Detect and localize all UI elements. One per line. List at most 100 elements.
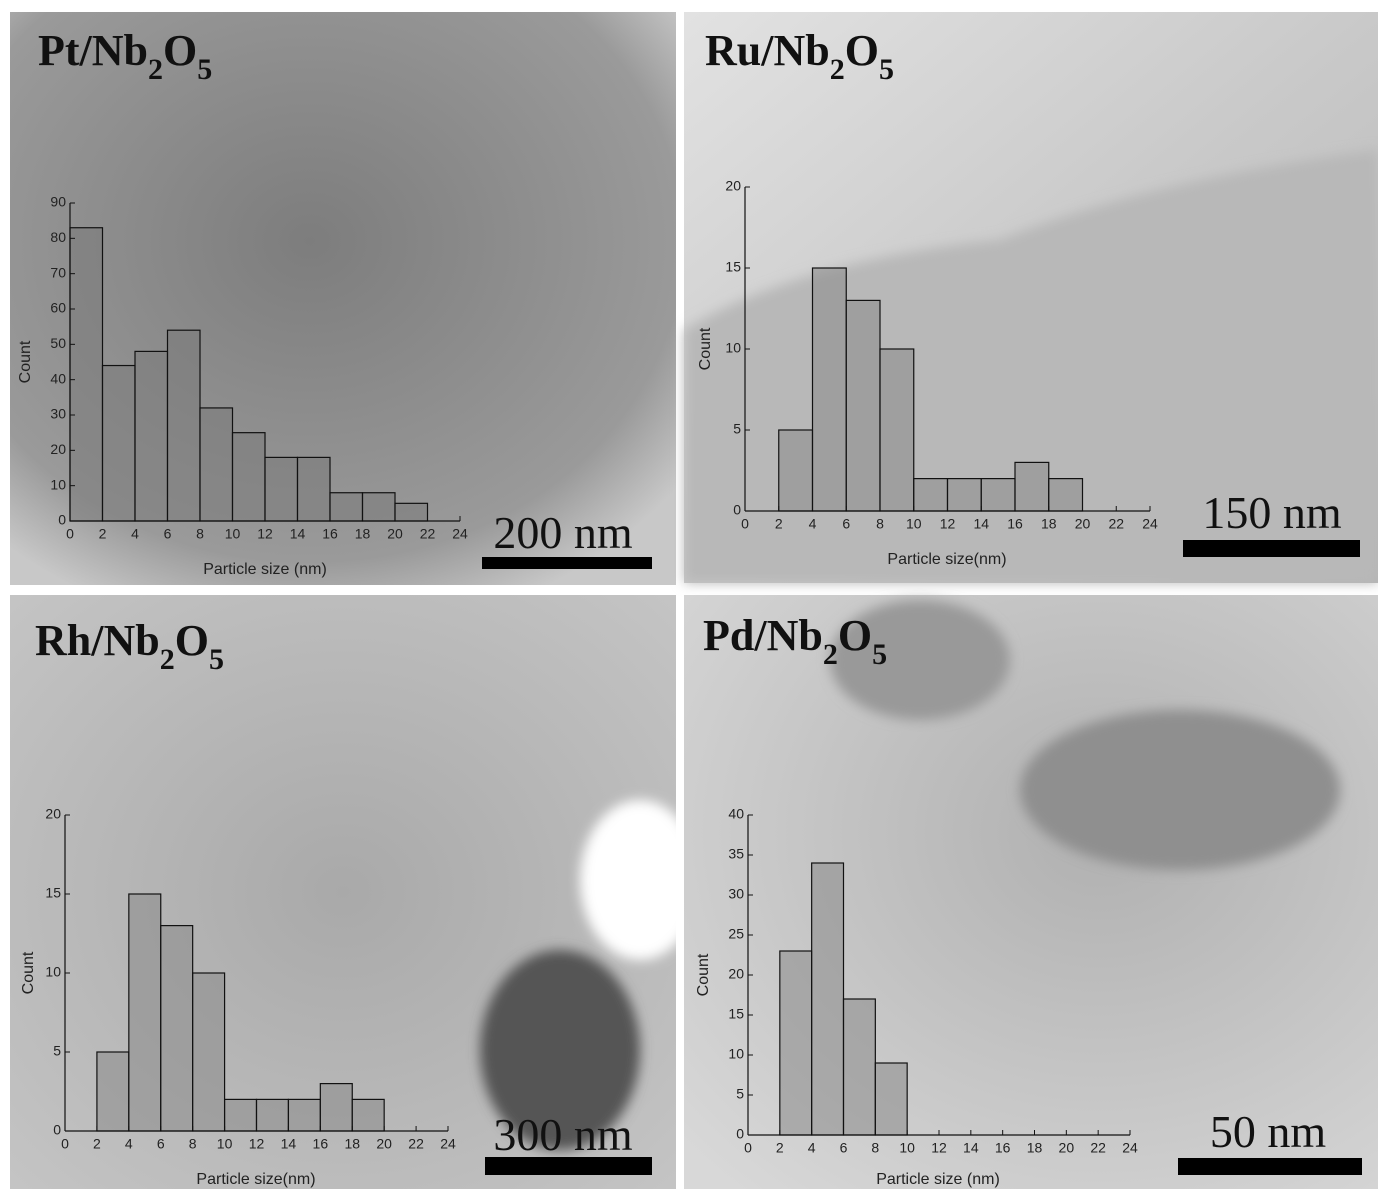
y-tick-label: 0 xyxy=(736,1126,744,1142)
y-tick-label: 10 xyxy=(45,964,61,980)
x-tick-label: 22 xyxy=(408,1136,424,1152)
y-tick-label: 5 xyxy=(736,1086,744,1102)
y-tick-label: 5 xyxy=(53,1043,61,1059)
scale-bar xyxy=(1183,540,1360,557)
y-axis-label: Count xyxy=(20,951,37,994)
x-tick-label: 2 xyxy=(775,516,783,532)
bar xyxy=(199,407,234,522)
bar xyxy=(778,429,814,512)
tem-backgrounds xyxy=(10,12,1378,1189)
y-tick-label: 80 xyxy=(50,229,66,245)
x-tick-label: 4 xyxy=(125,1136,133,1152)
bar xyxy=(101,364,136,522)
x-tick-label: 22 xyxy=(1090,1140,1106,1156)
scale-bar xyxy=(482,557,652,569)
x-tick-label: 14 xyxy=(290,526,306,542)
bar xyxy=(811,862,845,1136)
x-tick-label: 8 xyxy=(196,526,204,542)
x-tick-label: 22 xyxy=(420,526,436,542)
y-tick-label: 30 xyxy=(50,406,66,422)
bar xyxy=(845,299,881,512)
bar xyxy=(394,502,429,522)
x-tick-label: 16 xyxy=(322,526,338,542)
x-tick-label: 14 xyxy=(963,1140,979,1156)
y-axis-label: Count xyxy=(697,327,714,370)
bar xyxy=(231,432,266,522)
x-tick-label: 2 xyxy=(99,526,107,542)
y-tick-label: 60 xyxy=(50,300,66,316)
x-tick-label: 24 xyxy=(440,1136,456,1152)
x-tick-label: 6 xyxy=(842,516,850,532)
y-tick-label: 10 xyxy=(50,476,66,492)
x-tick-label: 20 xyxy=(1059,1140,1075,1156)
scale-bar-label: 50 nm xyxy=(1210,1106,1327,1157)
y-axis-label: Count xyxy=(695,953,712,996)
x-axis-label: Particle size (nm) xyxy=(203,561,327,578)
x-tick-label: 24 xyxy=(452,526,468,542)
bar xyxy=(223,1098,258,1132)
bar xyxy=(1048,478,1084,512)
scale-bar-label: 150 nm xyxy=(1202,487,1342,538)
bar xyxy=(874,1062,908,1136)
bar xyxy=(913,478,949,512)
x-tick-label: 12 xyxy=(931,1140,947,1156)
y-tick-label: 15 xyxy=(728,1006,744,1022)
chart-title: Pd/Nb2O5 xyxy=(703,611,887,671)
chart-title: Pt/Nb2O5 xyxy=(38,26,212,86)
x-tick-label: 0 xyxy=(741,516,749,532)
x-tick-label: 16 xyxy=(995,1140,1011,1156)
bar xyxy=(879,348,915,512)
x-tick-label: 6 xyxy=(840,1140,848,1156)
scale-bar xyxy=(1178,1158,1362,1175)
bar xyxy=(980,478,1016,512)
scale-bar xyxy=(485,1157,652,1175)
x-tick-label: 12 xyxy=(940,516,956,532)
x-axis-label: Particle size(nm) xyxy=(887,551,1006,568)
bar xyxy=(329,492,364,522)
bar xyxy=(287,1098,321,1132)
x-tick-label: 12 xyxy=(249,1136,265,1152)
x-tick-label: 24 xyxy=(1142,516,1158,532)
x-tick-label: 4 xyxy=(131,526,139,542)
bar xyxy=(128,893,162,1132)
x-tick-label: 20 xyxy=(1075,516,1091,532)
x-tick-label: 6 xyxy=(164,526,172,542)
x-tick-label: 8 xyxy=(189,1136,197,1152)
chart-title: Ru/Nb2O5 xyxy=(705,26,894,86)
bar xyxy=(96,1051,130,1132)
y-tick-label: 10 xyxy=(725,340,741,356)
x-tick-label: 10 xyxy=(225,526,241,542)
y-tick-label: 30 xyxy=(728,886,744,902)
bar xyxy=(351,1098,385,1132)
y-tick-label: 0 xyxy=(53,1122,61,1138)
bar xyxy=(779,950,813,1136)
chart-title: Rh/Nb2O5 xyxy=(35,616,224,676)
x-tick-label: 14 xyxy=(973,516,989,532)
bar xyxy=(946,478,982,512)
x-tick-label: 18 xyxy=(344,1136,360,1152)
x-tick-label: 24 xyxy=(1122,1140,1138,1156)
x-tick-label: 18 xyxy=(1041,516,1057,532)
x-tick-label: 22 xyxy=(1108,516,1124,532)
y-tick-label: 70 xyxy=(50,264,66,280)
scale-bar-label: 300 nm xyxy=(493,1109,633,1160)
x-tick-label: 10 xyxy=(217,1136,233,1152)
y-tick-label: 15 xyxy=(725,259,741,275)
bar xyxy=(192,972,226,1132)
bar xyxy=(69,227,104,522)
y-tick-label: 10 xyxy=(728,1046,744,1062)
x-tick-label: 18 xyxy=(1027,1140,1043,1156)
bar xyxy=(134,350,169,522)
x-axis-label: Particle size(nm) xyxy=(196,1171,315,1188)
y-tick-label: 0 xyxy=(58,512,66,528)
y-tick-label: 20 xyxy=(725,178,741,194)
y-tick-label: 0 xyxy=(733,502,741,518)
y-tick-label: 35 xyxy=(728,846,744,862)
y-tick-label: 20 xyxy=(45,806,61,822)
x-tick-label: 6 xyxy=(157,1136,165,1152)
y-tick-label: 20 xyxy=(728,966,744,982)
bar xyxy=(296,456,331,522)
bar xyxy=(255,1098,290,1132)
x-tick-label: 2 xyxy=(93,1136,101,1152)
